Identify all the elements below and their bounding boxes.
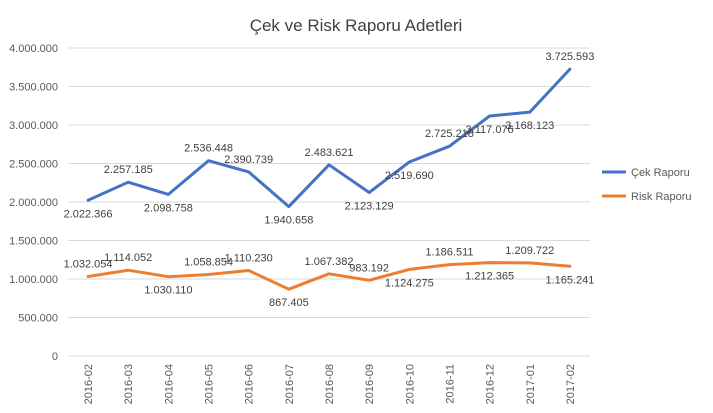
x-tick-label: 2016-09	[364, 364, 376, 404]
data-label: 1.032.054	[64, 259, 113, 271]
legend-label: Risk Raporu	[631, 191, 692, 203]
legend: Çek Raporu Risk Raporu	[602, 167, 692, 203]
y-tick-label: 2.000.000	[9, 197, 58, 209]
x-tick-label: 2016-03	[123, 364, 135, 404]
data-label: 2.536.448	[184, 143, 233, 155]
data-label: 1.124.275	[385, 277, 434, 289]
data-label: 2.098.758	[144, 202, 193, 214]
data-labels: 2.022.366 2.257.185 2.098.758 2.536.4482.39…	[64, 51, 595, 309]
x-tick-label: 2017-02	[565, 364, 577, 404]
chart-title: Çek ve Risk Raporu Adetleri	[250, 16, 463, 35]
data-label: 867.405	[269, 297, 309, 309]
x-tick-label: 2016-06	[244, 364, 256, 404]
data-label: 1.186.511	[425, 247, 473, 259]
data-label: 1.212.365	[465, 271, 514, 283]
data-label: 2.123.129	[345, 201, 394, 213]
series-lines	[86, 67, 572, 291]
y-axis-ticks: 0 500.000 1.000.000 1.500.000 2.000.000 2.500…	[9, 43, 58, 363]
x-tick-label: 2016-05	[204, 364, 216, 404]
y-tick-label: 4.000.000	[9, 43, 58, 55]
x-tick-label: 2016-04	[163, 364, 175, 404]
x-tick-label: 2016-11	[444, 364, 456, 404]
y-tick-label: 1.500.000	[9, 236, 58, 248]
data-label: 3.168.123	[505, 120, 554, 132]
data-label: 2.257.185	[104, 164, 153, 176]
data-label: 3.725.593	[545, 51, 594, 63]
y-tick-label: 0	[52, 351, 58, 363]
data-label: 983.192	[349, 262, 389, 274]
series-line-2	[86, 261, 572, 291]
y-tick-label: 3.500.000	[9, 82, 58, 94]
data-label: 1.209.722	[505, 245, 554, 257]
data-label: 2.519.690	[385, 170, 434, 182]
x-tick-label: 2017-01	[525, 364, 537, 404]
x-axis-ticks: 2016-02 2016-03 2016-04 2016-05 2016-06 2016-…	[83, 364, 577, 404]
y-tick-label: 1.000.000	[9, 274, 58, 286]
data-label: 2.022.366	[64, 208, 113, 220]
series-line-1	[86, 67, 572, 209]
data-label: 1.114.052	[104, 252, 152, 264]
x-tick-label: 2016-12	[485, 364, 497, 404]
x-tick-label: 2016-10	[404, 364, 416, 404]
data-label: 2.725.218	[425, 128, 474, 140]
data-label: 1.030.110	[144, 285, 192, 297]
data-label: 2.483.621	[305, 147, 354, 159]
x-tick-label: 2016-07	[284, 364, 296, 404]
y-tick-label: 3.000.000	[9, 120, 58, 132]
data-label: 2.390.739	[224, 154, 273, 166]
data-label: 1.940.658	[264, 215, 313, 227]
y-tick-label: 2.500.000	[9, 159, 58, 171]
x-tick-label: 2016-08	[324, 364, 336, 404]
data-label: 1.067.382	[305, 256, 354, 268]
data-label: 1.165.241	[545, 274, 594, 286]
x-tick-label: 2016-02	[83, 364, 95, 404]
data-label: 3.117.076	[466, 124, 514, 136]
legend-label: Çek Raporu	[631, 167, 690, 179]
y-tick-label: 500.000	[18, 313, 58, 325]
data-label: 1.110.230	[225, 253, 273, 265]
data-label: 1.058.854	[184, 256, 233, 268]
